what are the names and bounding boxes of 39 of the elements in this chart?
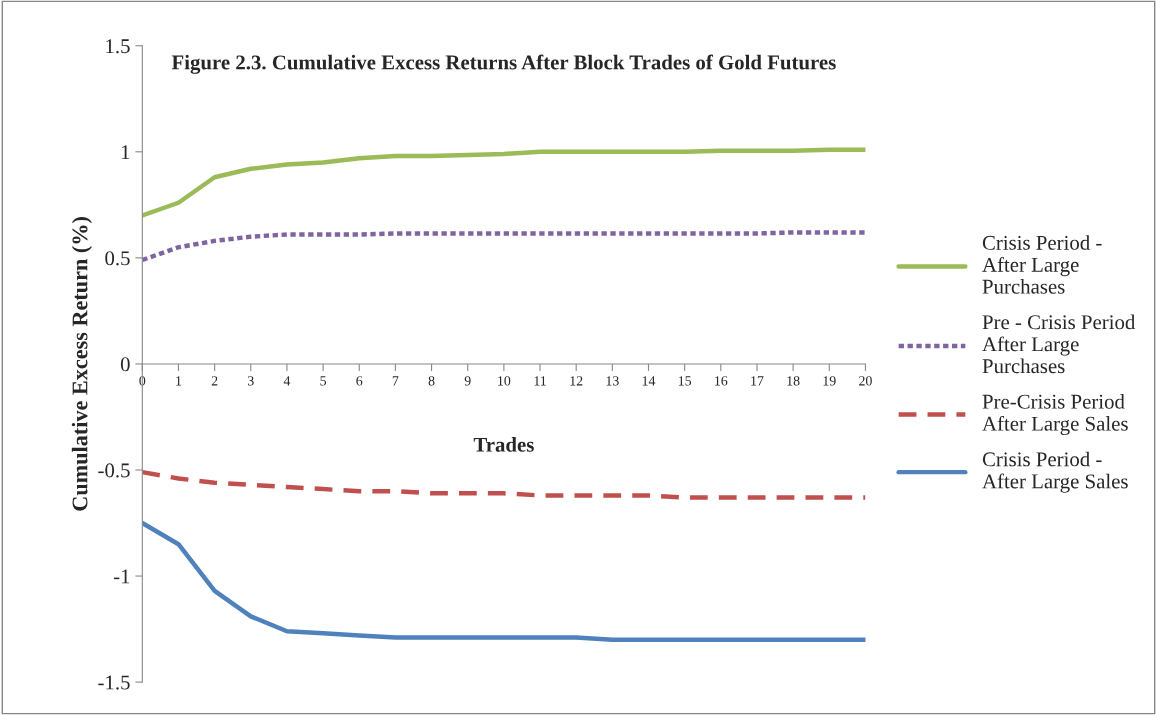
x-tick-label: 11 bbox=[534, 376, 546, 386]
x-tick-label: 7 bbox=[392, 376, 399, 386]
line-series bbox=[142, 230, 866, 263]
x-tick-label: 15 bbox=[678, 376, 692, 386]
line-series bbox=[142, 520, 866, 642]
chart-title: Figure 2.3. Cumulative Excess Returns After Block Trades of Gold Futures bbox=[171, 54, 836, 74]
x-tick-label: 10 bbox=[498, 376, 511, 386]
x-tick-label: 12 bbox=[570, 376, 583, 386]
y-tick-label: -0.5 bbox=[98, 463, 130, 478]
x-tick-label: 1 bbox=[176, 376, 182, 386]
y-tick-label: 0.5 bbox=[105, 251, 130, 266]
x-tick-label: 18 bbox=[787, 376, 800, 386]
y-tick-label: -1 bbox=[113, 569, 130, 584]
x-tick-label: 13 bbox=[606, 376, 619, 386]
line-series bbox=[142, 469, 866, 500]
x-tick-label: 16 bbox=[715, 376, 728, 386]
legend-label: Pre-Crisis Period After Large Sales bbox=[982, 394, 1128, 436]
x-tick-label: 9 bbox=[464, 376, 471, 386]
x-tick-label: 17 bbox=[751, 376, 764, 386]
x-axis-title: Trades bbox=[473, 437, 534, 452]
y-tick-label: -1.5 bbox=[98, 675, 130, 690]
x-tick-label: 6 bbox=[356, 376, 363, 386]
x-tick-label: 5 bbox=[320, 376, 327, 386]
x-tick-label: 0 bbox=[139, 376, 146, 386]
x-tick-label: 3 bbox=[247, 376, 254, 386]
y-tick-label: 1 bbox=[121, 145, 130, 160]
line-series bbox=[142, 147, 866, 218]
x-tick-label: 20 bbox=[859, 376, 872, 386]
x-tick-label: 8 bbox=[428, 376, 435, 386]
x-tick-label: 19 bbox=[823, 376, 836, 386]
x-tick-label: 14 bbox=[642, 376, 656, 386]
y-tick-label: 0 bbox=[120, 357, 130, 372]
legend-label: Pre - Crisis Period After Large Purchases bbox=[982, 314, 1136, 374]
y-tick-label: 1.5 bbox=[106, 39, 130, 54]
legend-label: Crisis Period - After Large Purchases bbox=[982, 235, 1102, 294]
y-axis-title: Cumulative Excess Return (%) bbox=[71, 217, 92, 511]
x-tick-label: 4 bbox=[283, 376, 291, 386]
legend-label: Crisis Period - After Large Sales bbox=[982, 451, 1128, 493]
x-tick-label: 2 bbox=[211, 376, 218, 386]
